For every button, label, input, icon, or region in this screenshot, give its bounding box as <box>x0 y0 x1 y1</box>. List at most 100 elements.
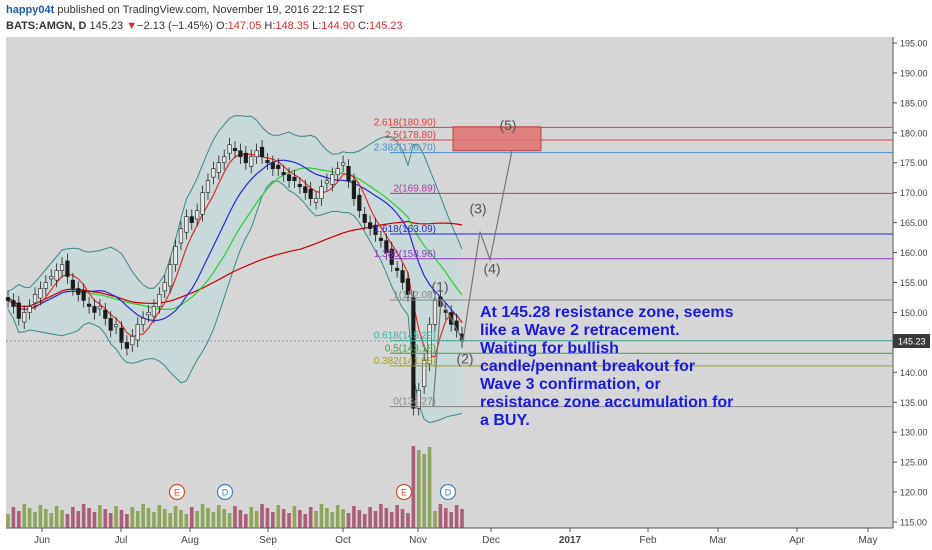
candle-body <box>211 168 216 178</box>
candle-body <box>195 210 200 220</box>
volume-bar <box>173 506 178 528</box>
candle-body <box>254 150 259 158</box>
candle-body <box>65 260 70 277</box>
volume-bar <box>325 508 329 528</box>
close-value: 145.23 <box>369 20 403 32</box>
annotation-line: a BUY. <box>480 412 530 429</box>
annotation-line: At 145.28 resistance zone, seems <box>480 304 734 321</box>
volume-bar <box>189 507 194 528</box>
candle-body <box>222 156 227 164</box>
volume-bar <box>281 509 286 528</box>
candle-body <box>97 306 102 310</box>
candle-body <box>308 188 313 199</box>
volume-bar <box>330 512 335 528</box>
volume-bar <box>260 504 264 528</box>
y-tick-label: 140.00 <box>900 368 928 378</box>
volume-bar <box>346 513 351 528</box>
volume-bar <box>238 510 243 528</box>
volume-bar <box>38 505 43 528</box>
volume-bar <box>81 504 86 528</box>
volume-bar <box>265 508 270 528</box>
volume-bar <box>460 509 464 528</box>
fib-level-label: 2.382(176.70) <box>374 143 436 154</box>
volume-bar <box>233 506 237 528</box>
y-tick-label: 175.00 <box>900 158 928 168</box>
wave-label: (2) <box>456 350 473 366</box>
annotation-line: candle/pennant breakout for <box>480 358 695 375</box>
fib-level-label: 0(134.27) <box>393 397 436 408</box>
volume-bar <box>33 512 37 528</box>
candle-body <box>362 213 367 223</box>
symbol-label: BATS:AMGN, D <box>6 20 87 32</box>
candle-body <box>351 180 357 199</box>
open-value: 147.05 <box>227 20 262 32</box>
candle-body <box>22 312 27 323</box>
candle-body <box>113 324 119 328</box>
candle-body <box>189 216 194 223</box>
wave5-target-box <box>452 126 542 152</box>
volume-bar <box>341 509 345 528</box>
candle-body <box>422 360 427 387</box>
candle-body <box>330 174 335 185</box>
candle-body <box>270 162 275 170</box>
x-tick-label: May <box>859 535 878 546</box>
candle-body <box>335 168 340 176</box>
volume-bar <box>98 505 102 528</box>
down-arrow-icon: ▼ <box>126 20 138 32</box>
candle-body <box>368 222 373 229</box>
volume-bar <box>395 505 399 528</box>
wave-label: (1) <box>431 278 448 294</box>
candle-body <box>427 324 432 365</box>
y-tick-label: 120.00 <box>900 488 928 498</box>
volume-bar <box>298 510 302 528</box>
volume-bar <box>433 511 437 528</box>
fib-level-label: 1.618(163.09) <box>374 224 436 235</box>
x-tick-label: Feb <box>639 535 657 546</box>
y-tick-label: 180.00 <box>900 128 928 138</box>
candle-body <box>303 186 308 193</box>
candle-body <box>378 237 384 241</box>
volume-bar <box>438 504 443 528</box>
candle-body <box>76 288 81 295</box>
candle-body <box>92 306 97 313</box>
volume-bar <box>335 505 340 528</box>
open-label: O: <box>216 20 228 32</box>
volume-bar <box>76 511 81 528</box>
wave-label: (5) <box>499 117 516 133</box>
volume-bar <box>168 513 172 528</box>
volume-bar <box>27 508 32 528</box>
high-label: H: <box>264 20 276 32</box>
earnings-marker-icon <box>395 483 413 501</box>
y-tick-label: 135.00 <box>900 398 928 408</box>
y-tick-label: 195.00 <box>900 38 928 48</box>
author-name[interactable]: happy04t <box>6 4 55 16</box>
volume-bar <box>11 507 16 528</box>
volume-bar <box>44 509 48 528</box>
candle-body <box>216 162 221 173</box>
y-tick-label: 160.00 <box>900 248 928 258</box>
volume-bar <box>216 505 221 528</box>
volume-bar <box>443 508 448 528</box>
fib-level-label: 0.5(143.18) <box>385 343 436 354</box>
candle-body <box>400 270 405 283</box>
publish-line: happy04t published on TradingView.com, N… <box>6 4 364 16</box>
wave-label: (4) <box>483 261 500 277</box>
x-tick-label: Oct <box>335 535 351 546</box>
x-tick-label: Dec <box>482 535 500 546</box>
candle-body <box>432 300 438 325</box>
candle-body <box>405 278 411 295</box>
candle-body <box>324 180 329 184</box>
volume-bar <box>384 508 389 528</box>
volume-bar <box>427 447 432 528</box>
volume-bar <box>54 506 59 528</box>
volume-bar <box>244 514 248 528</box>
volume-bar <box>379 504 383 528</box>
volume-bar <box>357 510 362 528</box>
volume-bar <box>162 509 167 528</box>
candle-body <box>178 228 184 244</box>
change-value: −2.13 (−1.45%) <box>137 20 213 32</box>
candle-body <box>130 336 135 346</box>
volume-bar <box>184 514 189 528</box>
candle-body <box>346 166 351 182</box>
